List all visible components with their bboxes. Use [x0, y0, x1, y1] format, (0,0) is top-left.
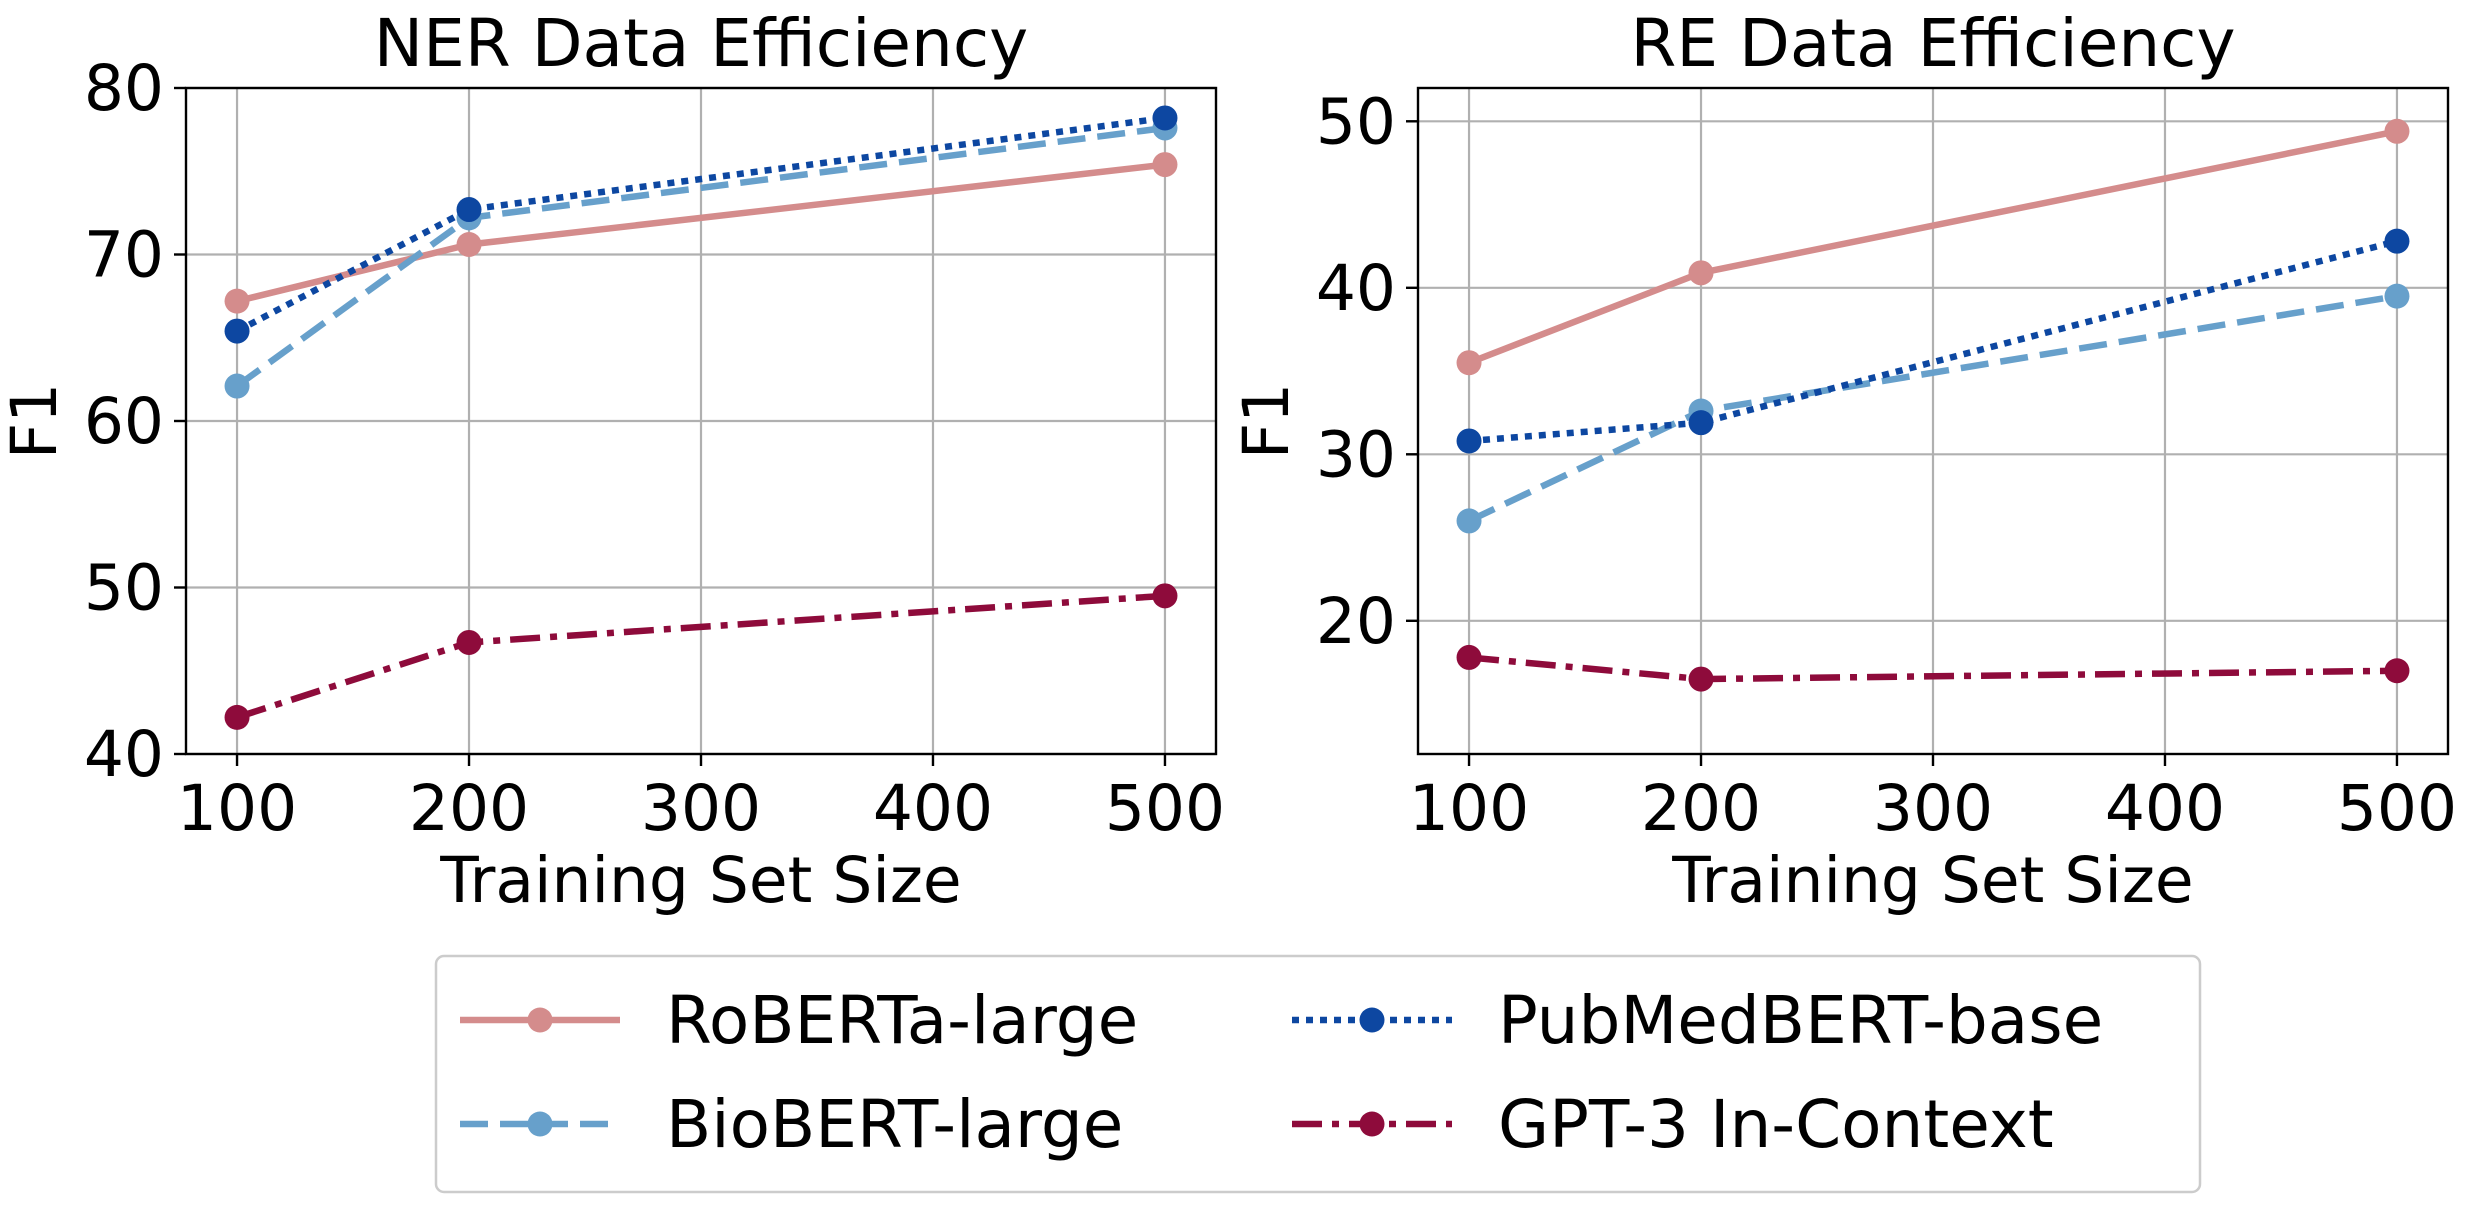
ner-point-pubmedbert-base — [456, 197, 482, 223]
ner-point-gpt-3-in-context — [1152, 583, 1178, 609]
ner-x-axis-label: Training Set Size — [439, 844, 961, 917]
re-point-pubmedbert-base — [1688, 410, 1714, 436]
legend-label-gpt-3-in-context: GPT-3 In-Context — [1498, 1086, 2054, 1163]
legend: RoBERTa-large PubMedBERT-base BioBERT-larg… — [434, 954, 2202, 1194]
ner-point-gpt-3-in-context — [224, 704, 250, 730]
ner-point-gpt-3-in-context — [456, 629, 482, 655]
legend-label-roberta-large: RoBERTa-large — [666, 982, 1138, 1059]
re-point-roberta-large — [1688, 260, 1714, 286]
legend-marker-pubmedbert-base — [1359, 1007, 1385, 1033]
ner-x-tick-label: 200 — [409, 772, 529, 845]
re-y-tick-label: 20 — [1316, 585, 1396, 658]
re-point-gpt-3-in-context — [1688, 666, 1714, 692]
ner-chart-title: NER Data Efficiency — [374, 5, 1028, 82]
re-x-tick-label: 300 — [1873, 772, 1993, 845]
ner-x-tick-label: 100 — [177, 772, 297, 845]
re-point-biobert-large — [2384, 283, 2410, 309]
ner-point-pubmedbert-base — [1152, 105, 1178, 131]
ner-chart: 100 200 300 400 500 40 50 60 70 80 NER Data Effici… — [0, 5, 1225, 917]
legend-marker-roberta-large — [527, 1007, 553, 1033]
ner-y-tick-label: 60 — [84, 385, 164, 458]
re-x-tick-label: 200 — [1641, 772, 1761, 845]
ner-y-axis-label: F1 — [0, 383, 71, 459]
ner-line-pubmedbert-base — [235, 114, 1166, 334]
re-y-tick-label: 30 — [1316, 418, 1396, 491]
re-point-roberta-large — [2384, 118, 2410, 144]
re-point-pubmedbert-base — [1456, 428, 1482, 454]
re-y-tick-label: 40 — [1316, 252, 1396, 325]
re-x-tick-label: 500 — [2337, 772, 2457, 845]
re-point-biobert-large — [1456, 508, 1482, 534]
re-point-pubmedbert-base — [2384, 228, 2410, 254]
legend-label-pubmedbert-base: PubMedBERT-base — [1498, 982, 2103, 1059]
ner-point-roberta-large — [1152, 152, 1178, 178]
re-y-tick-label: 50 — [1316, 85, 1396, 158]
ner-x-tick-label: 400 — [873, 772, 993, 845]
ner-y-tick-label: 50 — [84, 552, 164, 625]
re-point-gpt-3-in-context — [2384, 658, 2410, 684]
ner-point-pubmedbert-base — [224, 318, 250, 344]
re-x-tick-label: 400 — [2105, 772, 2225, 845]
re-chart: 100 200 300 400 500 20 30 40 50 RE Data Efficienc… — [1230, 5, 2457, 917]
ner-point-roberta-large — [224, 288, 250, 314]
legend-marker-gpt-3-in-context — [1359, 1111, 1385, 1137]
re-chart-title: RE Data Efficiency — [1630, 5, 2235, 82]
re-point-gpt-3-in-context — [1456, 644, 1482, 670]
re-point-roberta-large — [1456, 350, 1482, 376]
re-x-tick-label: 100 — [1409, 772, 1529, 845]
legend-frame — [434, 954, 2202, 1194]
ner-point-roberta-large — [456, 232, 482, 258]
ner-y-tick-label: 40 — [84, 718, 164, 791]
ner-x-tick-label: 500 — [1105, 772, 1225, 845]
ner-y-tick-label: 80 — [84, 52, 164, 125]
legend-marker-biobert-large — [527, 1111, 553, 1137]
ner-point-biobert-large — [224, 373, 250, 399]
legend-label-biobert-large: BioBERT-large — [666, 1086, 1123, 1163]
re-x-axis-label: Training Set Size — [1671, 844, 2193, 917]
ner-x-tick-label: 300 — [641, 772, 761, 845]
ner-y-tick-label: 70 — [84, 219, 164, 292]
re-y-axis-label: F1 — [1230, 383, 1303, 459]
